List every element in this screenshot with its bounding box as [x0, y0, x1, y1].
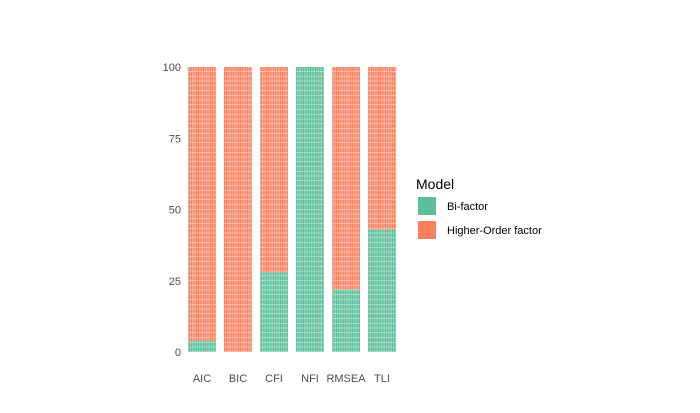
x-tick-label: RMSEA — [326, 373, 366, 385]
bar-grid-overlay — [368, 229, 396, 352]
bars-layer — [188, 67, 396, 352]
bar-grid-overlay — [332, 289, 360, 352]
x-tick-label: TLI — [374, 373, 390, 385]
bar-grid-overlay — [368, 67, 396, 230]
legend-key — [418, 197, 436, 215]
y-tick-label: 100 — [163, 62, 181, 74]
legend: Model Bi-factor Higher-Order factor — [416, 176, 542, 239]
legend-label: Bi-factor — [447, 201, 488, 213]
y-tick-label: 0 — [175, 347, 181, 359]
x-tick-label: NFI — [301, 373, 319, 385]
bar-grid-overlay — [188, 340, 216, 352]
bar-grid-overlay — [188, 67, 216, 341]
bar-grid-overlay — [224, 67, 252, 352]
x-tick-label: BIC — [229, 373, 247, 385]
bar-grid-overlay — [296, 67, 324, 352]
legend-label: Higher-Order factor — [447, 225, 542, 237]
bar-grid-overlay — [260, 67, 288, 273]
y-tick-label: 75 — [169, 133, 181, 145]
y-tick-label: 25 — [169, 276, 181, 288]
x-tick-label: AIC — [193, 373, 211, 385]
y-tick-label: 50 — [169, 205, 181, 217]
x-axis: AIC BIC CFI NFI RMSEA TLI — [193, 373, 390, 385]
bar-grid-overlay — [260, 272, 288, 352]
y-axis: 0 25 50 75 100 — [163, 62, 181, 359]
legend-title: Model — [416, 176, 454, 192]
legend-key — [418, 221, 436, 239]
x-tick-label: CFI — [265, 373, 283, 385]
bar-grid-overlay — [332, 67, 360, 290]
